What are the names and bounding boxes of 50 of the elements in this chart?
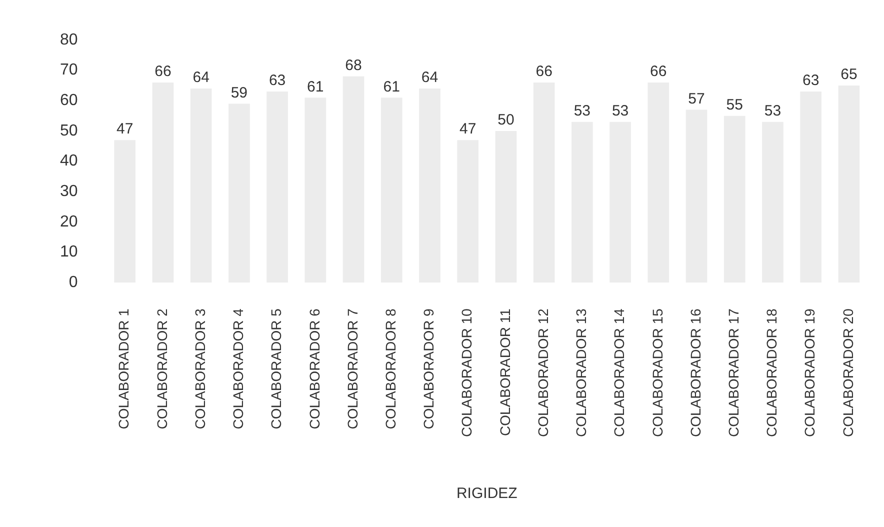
y-tick-label: 20 (60, 213, 78, 230)
y-tick-label: 10 (60, 244, 78, 261)
y-tick-label: 30 (60, 183, 78, 200)
x-tick-label: COLABORADOR 9 (420, 308, 437, 430)
x-tick-label: COLABORADOR 14 (611, 308, 628, 438)
x-tick-label: COLABORADOR 6 (306, 308, 322, 430)
y-tick-label: 70 (60, 62, 78, 79)
y-tick-label: 50 (60, 122, 78, 140)
data-label: 65 (840, 66, 858, 84)
y-tick-label: 80 (60, 31, 78, 48)
y-tick-label: 0 (68, 274, 78, 292)
y-tick-label: 60 (60, 92, 78, 110)
data-label: 53 (764, 102, 782, 120)
data-label: 47 (116, 120, 134, 138)
x-tick-label: COLABORADOR 19 (802, 308, 818, 438)
y-tick-label: 40 (60, 152, 78, 170)
x-tick-label: COLABORADOR 17 (725, 308, 742, 438)
x-tick-label: COLABORADOR 4 (230, 308, 246, 430)
x-tick-label: COLABORADOR 1 (116, 308, 132, 430)
x-tick-label: COLABORADOR 12 (534, 308, 551, 438)
x-tick-label: COLABORADOR 8 (382, 308, 398, 430)
data-label: 47 (460, 120, 476, 138)
data-label: 66 (536, 63, 552, 80)
data-label: 59 (230, 84, 248, 102)
data-label: 66 (650, 63, 667, 80)
data-label: 66 (154, 63, 172, 80)
data-label: 61 (307, 78, 324, 96)
data-label: 63 (268, 72, 286, 90)
x-tick-label: COLABORADOR 16 (687, 308, 704, 438)
data-label: 53 (574, 102, 591, 120)
x-tick-label: COLABORADOR 7 (344, 308, 360, 430)
data-label: 64 (192, 69, 210, 86)
data-label: 63 (802, 72, 820, 90)
x-tick-label: COLABORADOR 11 (496, 308, 513, 436)
x-tick-label: COLABORADOR 5 (268, 308, 284, 430)
x-tick-label: COLABORADOR 18 (764, 308, 780, 438)
data-label: 55 (726, 96, 743, 114)
x-tick-label: COLABORADOR 20 (840, 308, 856, 438)
data-label: 57 (688, 90, 705, 108)
data-label: 64 (421, 69, 438, 86)
data-label: 68 (345, 57, 362, 74)
x-tick-label: COLABORADOR 3 (192, 308, 208, 430)
x-tick-label: COLABORADOR 13 (573, 308, 590, 438)
data-label: 61 (383, 78, 400, 96)
data-label: 50 (498, 112, 514, 129)
x-tick-label: COLABORADOR 2 (154, 308, 170, 430)
data-label: 53 (612, 102, 629, 120)
x-tick-label: COLABORADOR 10 (458, 308, 475, 438)
x-axis-title: RIGIDEZ (456, 485, 518, 502)
x-tick-label: COLABORADOR 15 (649, 308, 666, 438)
